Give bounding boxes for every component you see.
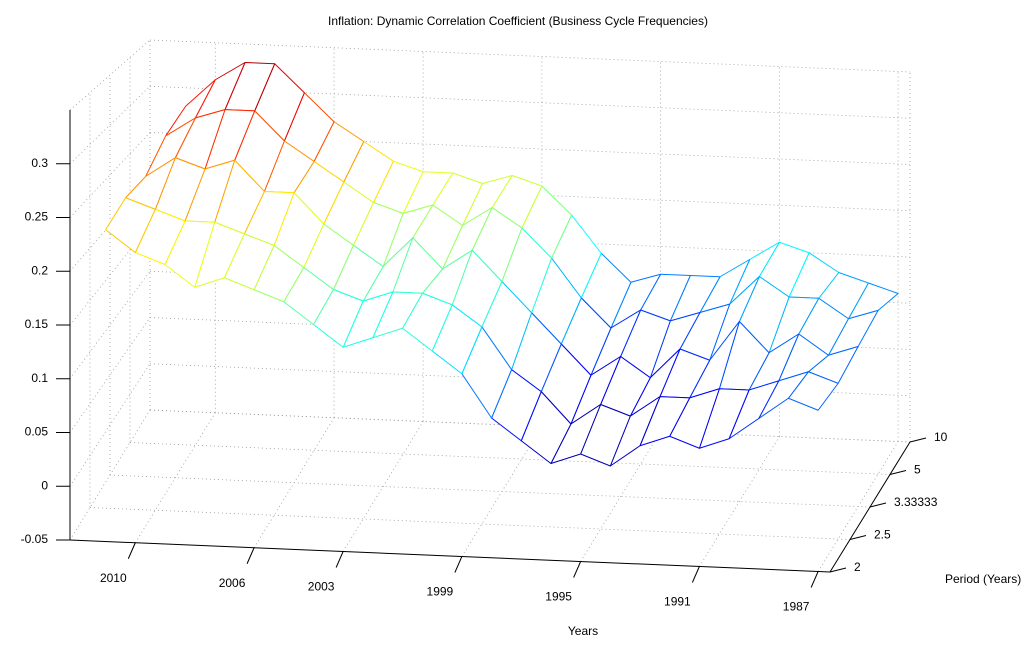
x-tick [127, 542, 136, 559]
y-tick [829, 567, 847, 573]
grid-line [69, 178, 151, 272]
x-tick [246, 547, 255, 564]
grid-line [69, 85, 151, 165]
mesh-cell [105, 197, 156, 253]
grid-line [580, 431, 661, 562]
grid-line [149, 132, 911, 165]
grid-line [342, 421, 424, 552]
x-axis [69, 539, 831, 573]
x-tick-label: 1999 [427, 585, 454, 599]
box-edge [69, 39, 151, 111]
grid-line [109, 474, 871, 508]
x-tick-label: 1987 [783, 600, 810, 614]
y-tick [849, 535, 867, 540]
x-tick [691, 566, 700, 583]
grid-line [129, 442, 891, 475]
y-tick-label: 10 [934, 430, 948, 444]
y-tick-label: 2 [854, 560, 861, 574]
x-tick [454, 556, 463, 573]
y-tick [869, 502, 887, 508]
x-axis-label: Years [568, 624, 598, 638]
y-tick-label: 2.5 [874, 528, 891, 542]
z-tick-label: 0 [41, 478, 48, 492]
y-axis-label: Period (Years) [945, 572, 1021, 586]
y-tick [909, 437, 927, 443]
x-tick-label: 1991 [664, 595, 691, 609]
grid-line [699, 436, 780, 567]
z-tick-label: 0.3 [31, 156, 48, 170]
grid-line [89, 507, 851, 540]
x-tick-label: 1995 [545, 590, 572, 604]
z-tick-label: 0.2 [31, 263, 48, 277]
grid-line [69, 317, 151, 433]
y-tick-label: 5 [914, 463, 921, 477]
x-tick-label: 2003 [308, 580, 335, 594]
x-tick [335, 551, 344, 568]
grid-line [134, 412, 216, 543]
x-tick-label: 2010 [100, 571, 127, 585]
y-tick [889, 470, 907, 475]
z-tick-label: -0.05 [21, 532, 49, 546]
x-tick-label: 2006 [219, 576, 246, 590]
chart-title: Inflation: Dynamic Correlation Coefficie… [328, 14, 708, 28]
grid-line [149, 85, 911, 119]
x-tick [810, 571, 819, 588]
y-tick-label: 3.33333 [894, 495, 938, 509]
z-tick-label: 0.05 [25, 425, 49, 439]
z-tick-label: 0.25 [25, 210, 49, 224]
grid-line [69, 363, 151, 487]
z-tick-label: 0.15 [25, 317, 49, 331]
x-tick [573, 561, 582, 578]
z-tick-label: 0.1 [31, 371, 48, 385]
box-edge [149, 39, 911, 73]
